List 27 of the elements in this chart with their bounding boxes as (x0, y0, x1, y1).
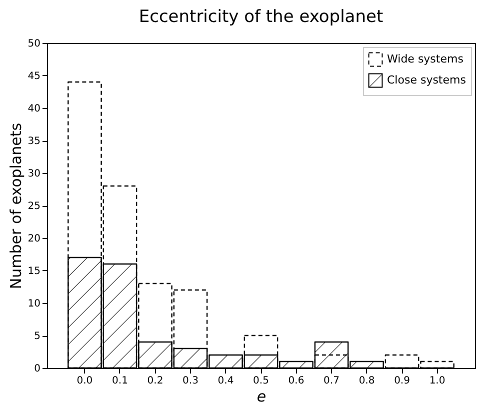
x-axis-title: e (256, 388, 266, 406)
y-tick-label: 50 (28, 38, 40, 50)
y-tick-label: 10 (28, 298, 40, 310)
y-tick-label: 25 (28, 201, 40, 212)
y-tick-label: 35 (28, 136, 40, 147)
x-tick-label: 0.0 (76, 376, 93, 386)
x-tick-label: 0.2 (147, 376, 164, 386)
x-tick-label: 0.4 (218, 376, 234, 386)
x-tick-label: 0.9 (394, 376, 410, 386)
x-tick-label: 0.5 (253, 376, 269, 386)
x-tick-label: 0.8 (358, 376, 375, 386)
y-tick-label: 45 (28, 71, 40, 82)
x-tick-label: 0.3 (182, 376, 198, 386)
y-tick-label: 40 (28, 104, 40, 114)
legend-label: Wide systems (387, 52, 464, 66)
y-axis-title: Number of exoplanets (6, 122, 25, 290)
y-tick-label: 15 (28, 266, 40, 277)
y-tick-label: 20 (28, 234, 40, 244)
x-tick-label: 0.7 (324, 376, 340, 386)
y-tick-label: 30 (28, 168, 40, 180)
x-tick-label: 0.6 (288, 376, 304, 386)
y-tick-label: 0 (34, 364, 40, 374)
chart-title: Eccentricity of the exoplanet (138, 7, 384, 27)
x-tick-label: 0.1 (112, 376, 128, 386)
x-tick-label: 1.0 (429, 376, 446, 386)
y-tick-label: 5 (34, 331, 40, 342)
legend-label: Close systems (387, 74, 466, 86)
